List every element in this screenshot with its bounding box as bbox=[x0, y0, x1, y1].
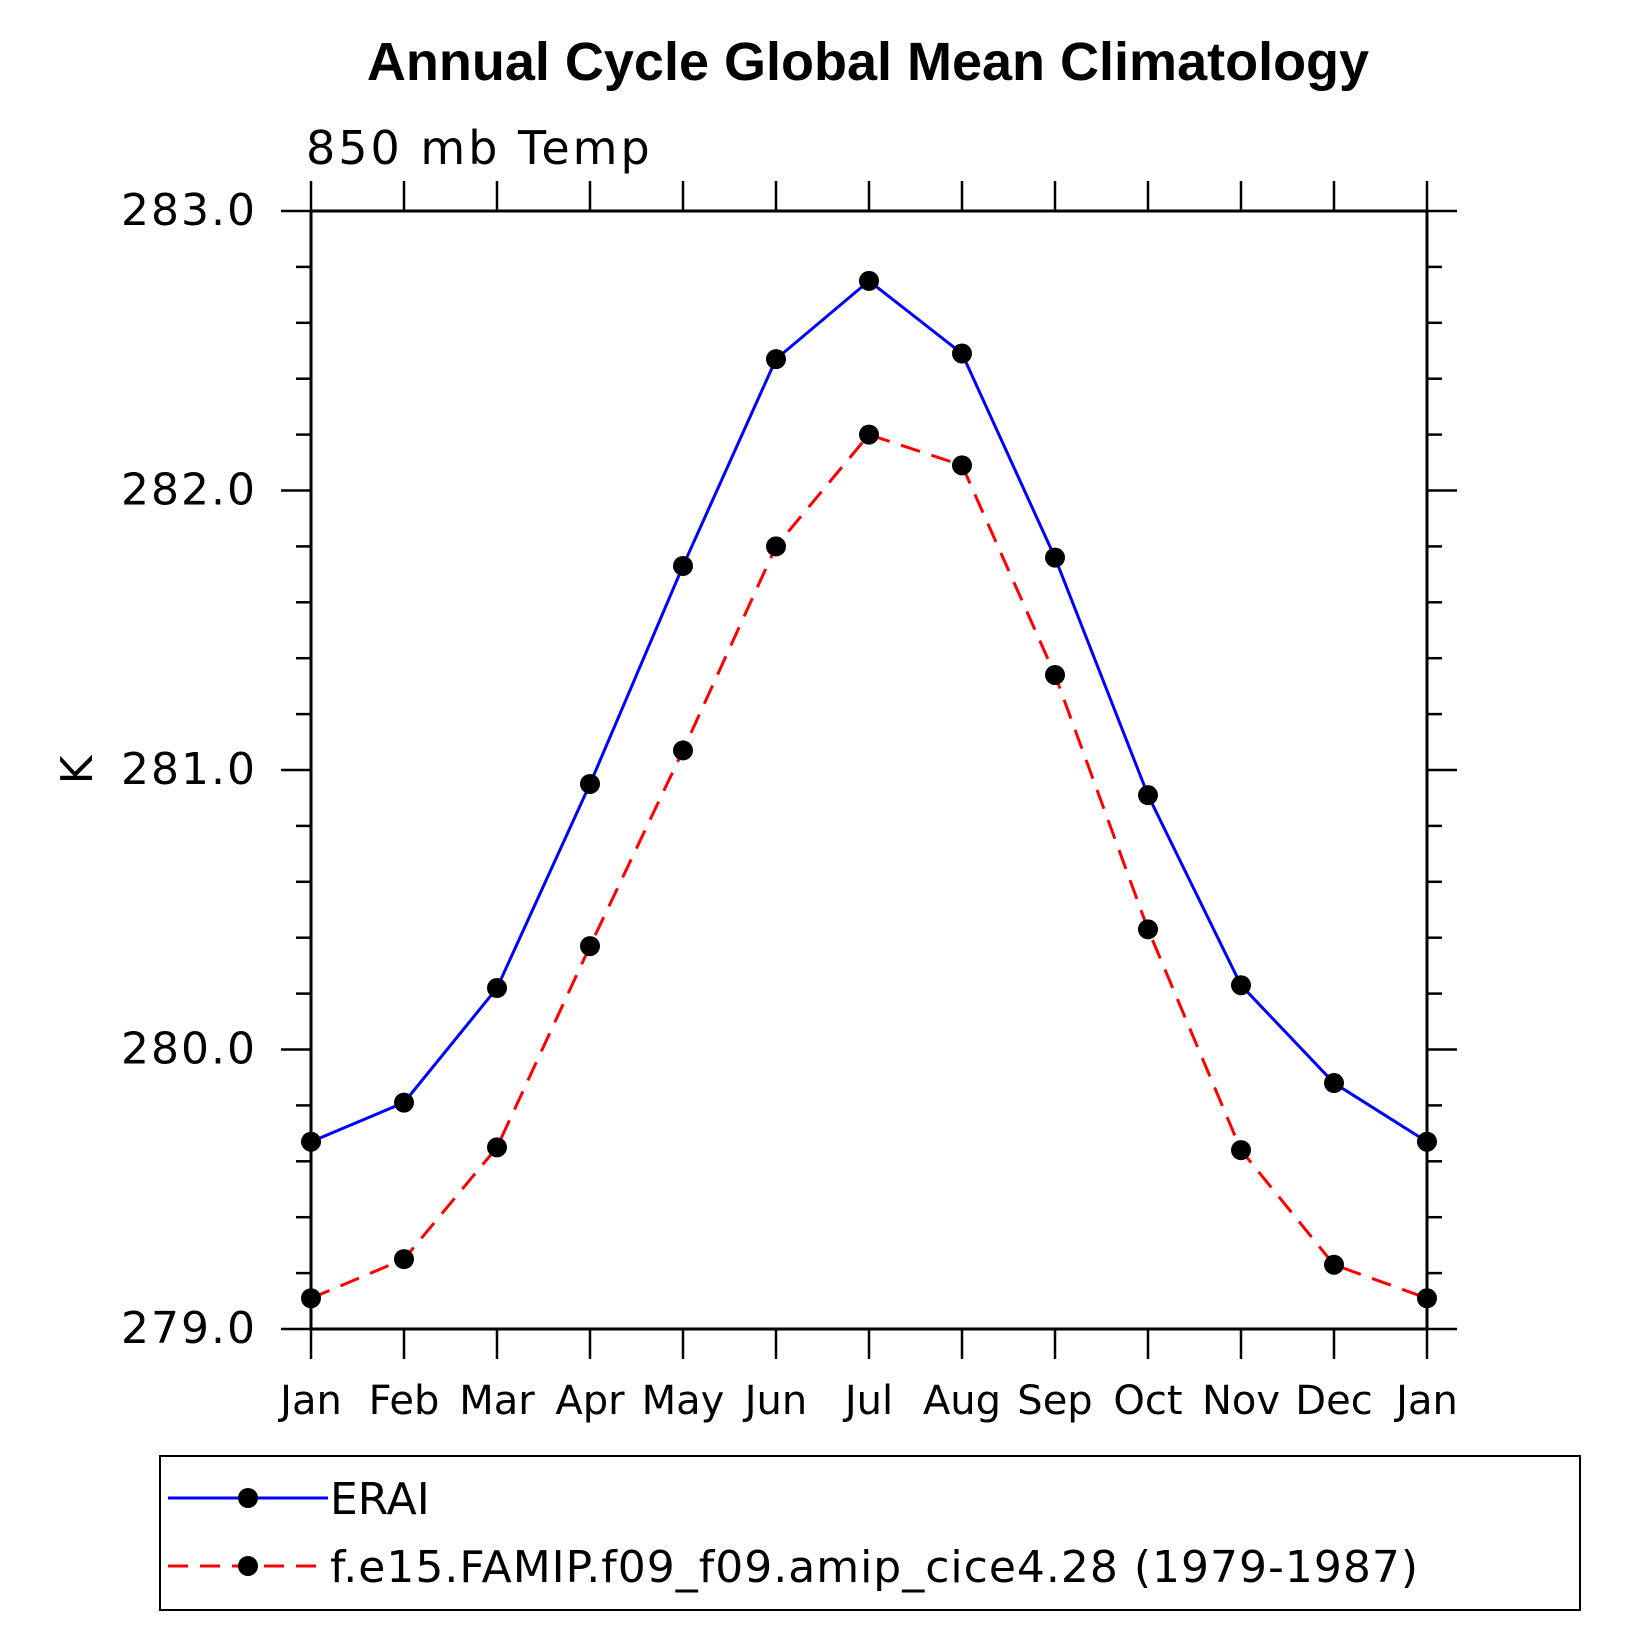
data-point-famip bbox=[1417, 1288, 1437, 1309]
x-tick-label: Jan bbox=[277, 1378, 342, 1424]
data-point-erai bbox=[394, 1092, 414, 1113]
x-tick-label: Aug bbox=[923, 1378, 1001, 1424]
data-point-erai bbox=[766, 349, 786, 370]
y-axis-label: K bbox=[52, 754, 103, 784]
series-layer bbox=[301, 270, 1437, 1309]
y-tick-label: 283.0 bbox=[121, 185, 257, 236]
data-point-erai bbox=[487, 978, 507, 999]
data-point-erai bbox=[580, 773, 600, 794]
data-point-erai bbox=[952, 343, 972, 364]
x-tick-label: Mar bbox=[459, 1378, 535, 1424]
legend-marker-famip bbox=[238, 1556, 258, 1576]
data-point-famip bbox=[1138, 919, 1158, 940]
x-tick-label: Sep bbox=[1017, 1378, 1092, 1424]
x-tick-label: Apr bbox=[555, 1378, 625, 1424]
plot-frame bbox=[309, 209, 1429, 1331]
data-point-erai bbox=[1324, 1073, 1344, 1094]
data-point-famip bbox=[394, 1249, 414, 1270]
legend-marker-erai bbox=[238, 1488, 258, 1508]
data-point-famip bbox=[766, 536, 786, 557]
data-point-erai bbox=[1231, 975, 1251, 996]
data-point-erai bbox=[673, 555, 693, 576]
data-point-erai bbox=[1417, 1131, 1437, 1152]
plot-area: 279.0 280.0 281.0 282.0 283.0 Jan Feb Mar Apr Ma… bbox=[121, 181, 1458, 1424]
y-tick-label: 280.0 bbox=[121, 1024, 257, 1075]
data-point-famip bbox=[1231, 1140, 1251, 1161]
legend-label-famip: f.e15.FAMIP.f09_f09.amip_cice4.28 (1979-… bbox=[330, 1542, 1419, 1593]
data-point-erai bbox=[859, 270, 879, 291]
x-axis-ticks: Jan Feb Mar Apr May Jun Jul Aug Sep Oct Nov Dec Jan bbox=[277, 181, 1458, 1424]
data-point-famip bbox=[673, 740, 693, 761]
data-point-famip bbox=[301, 1288, 321, 1309]
x-tick-label: Feb bbox=[369, 1378, 440, 1424]
x-tick-label: Jun bbox=[742, 1378, 808, 1424]
data-point-erai bbox=[1045, 547, 1065, 568]
data-point-famip bbox=[1324, 1254, 1344, 1275]
x-tick-label: Jan bbox=[1393, 1378, 1458, 1424]
data-point-famip bbox=[580, 936, 600, 957]
x-tick-label: Nov bbox=[1202, 1378, 1280, 1424]
x-tick-label: May bbox=[642, 1378, 725, 1424]
y-axis-ticks: 279.0 280.0 281.0 282.0 283.0 bbox=[121, 185, 1457, 1354]
data-point-famip bbox=[952, 455, 972, 476]
data-point-famip bbox=[487, 1137, 507, 1158]
x-tick-label: Oct bbox=[1113, 1378, 1182, 1424]
data-point-famip bbox=[1045, 664, 1065, 685]
series-line-famip bbox=[310, 432, 1428, 1300]
series-line-erai bbox=[310, 278, 1428, 1144]
legend: ERAI f.e15.FAMIP.f09_f09.amip_cice4.28 (… bbox=[159, 1455, 1581, 1611]
legend-label-erai: ERAI bbox=[330, 1474, 430, 1525]
y-tick-label: 281.0 bbox=[121, 744, 257, 795]
legend-box bbox=[159, 1455, 1581, 1611]
y-tick-label: 282.0 bbox=[121, 465, 257, 516]
data-point-erai bbox=[301, 1131, 321, 1152]
data-point-famip bbox=[859, 424, 879, 445]
x-tick-label: Jul bbox=[842, 1378, 893, 1424]
chart-subtitle: 850 mb Temp bbox=[306, 121, 653, 175]
chart-title: Annual Cycle Global Mean Climatology bbox=[367, 32, 1369, 92]
x-tick-label: Dec bbox=[1295, 1378, 1372, 1424]
data-point-erai bbox=[1138, 785, 1158, 806]
y-tick-label: 279.0 bbox=[121, 1303, 257, 1354]
